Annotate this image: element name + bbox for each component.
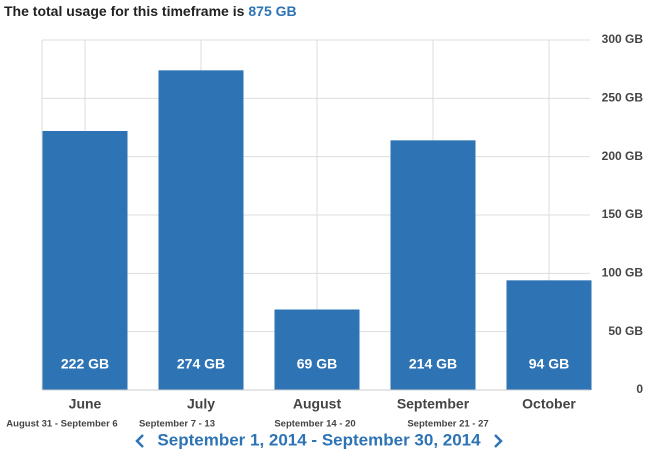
week-label: September 7 - 13: [139, 419, 215, 430]
y-tick-label: 0: [636, 382, 643, 396]
value-label: 94 GB: [529, 356, 569, 372]
total-usage: 875 GB: [248, 3, 296, 19]
next-arrow[interactable]: [494, 434, 503, 448]
y-tick-label: 200 GB: [602, 149, 644, 163]
value-label: 274 GB: [177, 356, 225, 372]
x-tick-label: August: [293, 396, 342, 412]
bar: [506, 280, 592, 390]
bar: [158, 70, 244, 390]
x-tick-label: September: [397, 396, 470, 412]
x-tick-label: June: [69, 396, 102, 412]
bar: [390, 140, 476, 390]
value-label: 69 GB: [297, 356, 337, 372]
usage-title: The total usage for this timeframe is 875…: [4, 3, 297, 19]
value-label: 214 GB: [409, 356, 457, 372]
value-label: 222 GB: [61, 356, 109, 372]
y-tick-label: 150 GB: [602, 207, 644, 221]
bar: [274, 309, 360, 390]
title-text: The total usage for this timeframe is: [4, 3, 245, 19]
x-tick-label: July: [187, 396, 215, 412]
prev-arrow[interactable]: [135, 434, 144, 448]
bar: [42, 131, 128, 390]
week-label: September 21 - 27: [407, 419, 488, 430]
y-tick-label: 100 GB: [602, 266, 644, 280]
week-label: September 14 - 20: [274, 419, 355, 430]
week-label: August 31 - September 6: [6, 419, 117, 430]
y-tick-label: 50 GB: [608, 324, 643, 338]
x-tick-label: October: [522, 396, 576, 412]
date-nav[interactable]: September 1, 2014 - September 30, 2014: [135, 430, 503, 449]
y-tick-label: 250 GB: [602, 91, 644, 105]
date-range[interactable]: September 1, 2014 - September 30, 2014: [157, 430, 481, 449]
y-tick-label: 300 GB: [602, 32, 644, 46]
